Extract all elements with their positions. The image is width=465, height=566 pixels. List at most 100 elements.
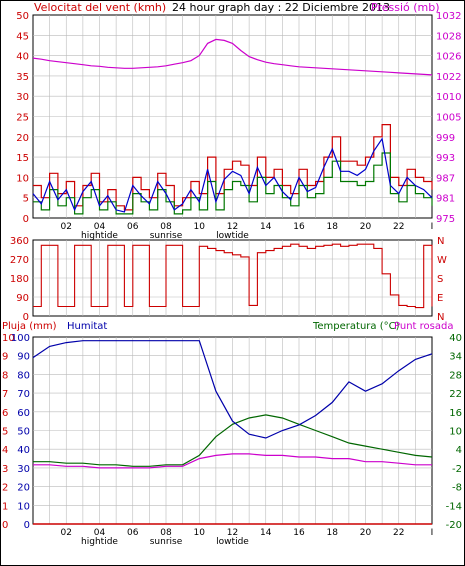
compass-tick-label: N (437, 312, 444, 323)
rain-tick-label: 2 (2, 483, 8, 494)
pressure-line (32, 38, 433, 76)
x-tick-label: 12 (227, 528, 238, 538)
direction-tick-label: 360 (10, 236, 29, 247)
x-tick-label: 06 (127, 528, 139, 538)
rain-tick-label: 4 (2, 445, 8, 456)
direction-line (33, 243, 433, 309)
humidity-tick-label: 40 (17, 445, 30, 456)
humidity-tick-label: 50 (17, 427, 30, 438)
wind-tick-label: 0 (23, 214, 29, 225)
x-tick-label: I (431, 528, 434, 538)
pressure-axis-label: Pressió (mb) (371, 1, 440, 14)
tide-label: sunrise (150, 231, 183, 241)
wind-tick-label: 25 (16, 113, 29, 124)
graph-title: 24 hour graph day : 22 Diciembre 2013 (172, 1, 390, 14)
dewpoint-line (33, 453, 432, 469)
x-tick-label: 04 (94, 222, 106, 232)
wind-tick-label: 10 (16, 173, 29, 184)
x-tick-label: 12 (227, 222, 238, 232)
tide-label: lowtide (216, 537, 249, 547)
x-tick-label: 08 (160, 528, 172, 538)
x-tick-label: I (431, 222, 434, 232)
direction-tick-label: 180 (10, 274, 29, 285)
tide-label: hightide (81, 231, 118, 241)
thermo-series (32, 340, 433, 525)
compass-tick-label: N (437, 236, 444, 247)
pressure-tick-label: 1022 (436, 72, 461, 83)
rain-tick-label: 3 (2, 464, 8, 475)
humidity-tick-label: 100 (11, 333, 30, 344)
rain-tick-label: 7 (2, 389, 8, 400)
pressure-axis-ticks: 1032 1028 1026 1022 1010 1005 999 993 987 981 975 (436, 11, 461, 225)
humidity-tick-label: 30 (17, 464, 30, 475)
direction-tick-label: 90 (16, 293, 29, 304)
direction-tick-label: 270 (10, 255, 29, 266)
temperature-tick-label: 10 (449, 427, 462, 438)
rain-axis-label: Pluja (mm) (2, 321, 57, 332)
x-tick-label: 18 (327, 222, 339, 232)
wind-tick-label: 40 (16, 52, 29, 63)
temperature-axis-ticks: 40 34 28 22 16 10 4 -2 -8 -14 -20 (446, 333, 462, 531)
rain-tick-label: 0 (2, 520, 8, 531)
x-tick-label: 10 (194, 528, 206, 538)
wind-tick-label: 30 (16, 92, 29, 103)
humidity-tick-label: 90 (17, 352, 30, 363)
wind-series (32, 38, 433, 215)
wind-tick-label: 15 (16, 153, 29, 164)
x-tick-label: 02 (61, 222, 72, 232)
x-tick-label: 20 (360, 222, 372, 232)
wind-grid (33, 15, 432, 218)
x-tick-label: 10 (194, 222, 206, 232)
temperature-tick-label: 4 (456, 445, 462, 456)
pressure-tick-label: 993 (436, 153, 455, 164)
humidity-tick-label: 10 (17, 501, 30, 512)
temperature-tick-label: -14 (446, 501, 462, 512)
dewpoint-axis-label: Punt rosada (394, 321, 453, 332)
temperature-tick-label: -2 (452, 464, 462, 475)
temperature-tick-label: 28 (449, 370, 462, 381)
x-tick-label: 04 (94, 528, 106, 538)
humidity-tick-label: 80 (17, 370, 30, 381)
humidity-tick-label: 0 (24, 520, 30, 531)
compass-tick-label: W (437, 255, 447, 266)
pressure-tick-label: 1026 (436, 52, 461, 63)
temperature-tick-label: -8 (452, 483, 462, 494)
temperature-tick-label: 22 (449, 389, 462, 400)
wind-tick-label: 50 (16, 11, 29, 22)
pressure-tick-label: 975 (436, 214, 455, 225)
direction-series (33, 243, 433, 309)
wind-average-line (33, 152, 433, 215)
temperature-axis-label: Temperatura (°C) (312, 321, 400, 332)
x-tick-label: 14 (260, 222, 272, 232)
wind-mean-line (32, 137, 433, 213)
x-tick-label: 06 (127, 222, 139, 232)
humidity-line (32, 340, 433, 439)
humidity-tick-label: 60 (17, 408, 30, 419)
rain-tick-label: 8 (2, 370, 8, 381)
x-tick-label: 18 (327, 528, 339, 538)
pressure-tick-label: 999 (436, 133, 455, 144)
temperature-tick-label: 40 (449, 333, 462, 344)
wind-tick-label: 20 (16, 133, 29, 144)
rain-tick-label: 9 (2, 352, 8, 363)
tide-label: hightide (81, 537, 118, 547)
pressure-tick-label: 1032 (436, 11, 461, 22)
direction-axis-ticks: 360 270 180 90 0 (10, 236, 29, 323)
tide-label: sunrise (150, 537, 183, 547)
pressure-tick-label: 981 (436, 194, 455, 205)
pressure-tick-label: 1028 (436, 31, 461, 42)
x-tick-label: 20 (360, 528, 372, 538)
wind-tick-label: 45 (16, 31, 29, 42)
pressure-tick-label: 1010 (436, 92, 461, 103)
temperature-tick-label: 34 (449, 352, 462, 363)
wind-tick-label: 5 (23, 194, 29, 205)
pressure-tick-label: 1005 (436, 113, 461, 124)
pressure-tick-label: 987 (436, 173, 455, 184)
rain-tick-label: 5 (2, 427, 8, 438)
x-tick-label: 22 (393, 528, 404, 538)
